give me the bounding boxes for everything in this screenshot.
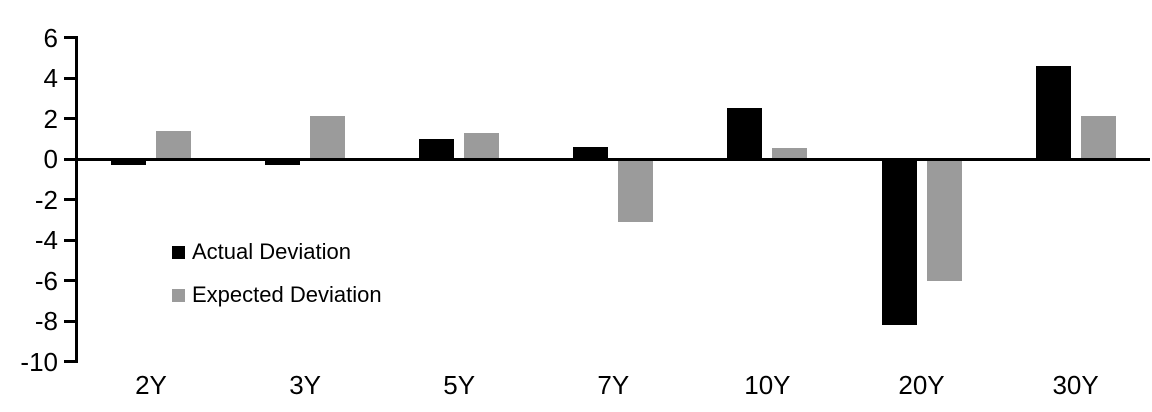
actual-deviation-bar-10y [727,108,763,159]
y-axis-tick [64,360,76,363]
actual-deviation-bar-30y [1035,65,1071,159]
expected-deviation-bar-10y [772,147,808,159]
y-axis-tick-label: 2 [43,103,58,134]
expected-deviation-bar-2y [156,130,191,159]
x-axis-label-5y: 5Y [443,370,476,400]
actual-deviation-bar-5y [419,138,455,159]
actual-deviation-bar-3y [265,159,301,166]
y-axis-tick-label: -4 [34,225,58,255]
legend-label-expected-deviation: Expected Deviation [192,282,382,307]
y-axis-tick-label: -8 [34,306,58,336]
y-axis-tick [64,117,76,120]
y-axis-tick [64,198,76,201]
y-axis-tick-label: 4 [43,63,58,93]
y-axis-tick-label: -10 [20,346,58,377]
y-axis-tick [64,279,76,282]
x-axis-label-30y: 30Y [1052,370,1099,400]
x-axis-label-2y: 2Y [135,370,167,400]
actual-deviation-bar-20y [881,159,917,326]
y-axis-tick [64,238,76,242]
y-axis-tick-label: -6 [34,265,58,296]
actual-deviation-bar-2y [111,159,146,166]
y-axis-tick-label: 6 [43,22,58,53]
y-axis-tick [64,319,76,323]
expected-deviation-bar-7y [618,159,654,222]
x-axis-label-7y: 7Y [597,370,630,400]
actual-deviation-swatch-icon [172,245,185,259]
expected-deviation-bar-20y [926,159,962,281]
y-axis-tick [64,36,76,39]
expected-deviation-bar-30y [1080,116,1116,159]
x-axis-label-20y: 20Y [898,370,945,400]
x-axis-label-10y: 10Y [744,370,791,400]
x-axis-label-3y: 3Y [289,370,321,400]
expected-deviation-bar-5y [464,132,500,159]
y-axis-line [74,36,78,363]
legend-item-expected-deviation: Expected Deviation [172,284,382,306]
expected-deviation-bar-3y [310,116,346,159]
legend-item-actual-deviation: Actual Deviation [172,241,351,263]
zero-axis-line [64,157,1150,161]
y-axis-tick [64,76,76,80]
y-axis-tick-label: 0 [43,144,58,174]
actual-deviation-bar-7y [573,146,609,159]
legend-label-actual-deviation: Actual Deviation [192,239,351,264]
expected-deviation-swatch-icon [172,288,185,302]
y-axis-tick-label: -2 [34,184,58,215]
